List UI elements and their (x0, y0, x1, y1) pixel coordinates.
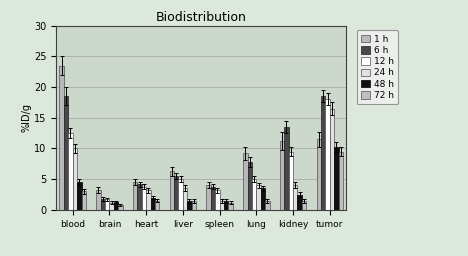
Bar (302, 201, 306, 210)
Bar (96, 190, 101, 210)
Bar (73, 148, 77, 210)
Bar (280, 141, 284, 210)
Bar (243, 153, 248, 210)
Bar (316, 139, 321, 210)
Bar (137, 184, 142, 210)
Bar (293, 185, 298, 210)
Bar (105, 199, 110, 210)
Bar (192, 201, 196, 210)
Bar (339, 152, 343, 210)
Bar (228, 202, 233, 210)
Legend: 1 h, 6 h, 12 h, 24 h, 48 h, 72 h: 1 h, 6 h, 12 h, 24 h, 48 h, 72 h (357, 30, 398, 104)
Bar (284, 127, 289, 210)
Bar (330, 109, 334, 210)
Bar (187, 201, 192, 210)
Bar (248, 162, 252, 210)
Bar (321, 96, 325, 210)
Bar (174, 176, 178, 210)
Bar (155, 201, 160, 210)
Bar (68, 133, 73, 210)
Bar (133, 182, 137, 210)
Bar (142, 187, 146, 210)
Bar (289, 152, 293, 210)
Bar (256, 185, 261, 210)
Bar (77, 182, 81, 210)
Bar (110, 202, 114, 210)
Bar (146, 190, 151, 210)
Bar (298, 195, 302, 210)
Bar (151, 198, 155, 210)
Bar (334, 147, 339, 210)
Bar (118, 205, 123, 210)
Bar (211, 187, 215, 210)
Bar (219, 201, 224, 210)
Bar (215, 190, 219, 210)
Bar (81, 191, 86, 210)
Bar (101, 199, 105, 210)
Bar (170, 171, 174, 210)
Bar (114, 202, 118, 210)
Y-axis label: %ID/g: %ID/g (21, 103, 31, 132)
Bar (178, 179, 183, 210)
Bar (325, 99, 330, 210)
Bar (265, 201, 270, 210)
Bar (59, 66, 64, 210)
Bar (261, 188, 265, 210)
Bar (252, 179, 256, 210)
Bar (224, 201, 228, 210)
Bar (183, 188, 187, 210)
Title: Biodistribution: Biodistribution (156, 12, 247, 24)
Bar (206, 185, 211, 210)
Bar (64, 96, 68, 210)
